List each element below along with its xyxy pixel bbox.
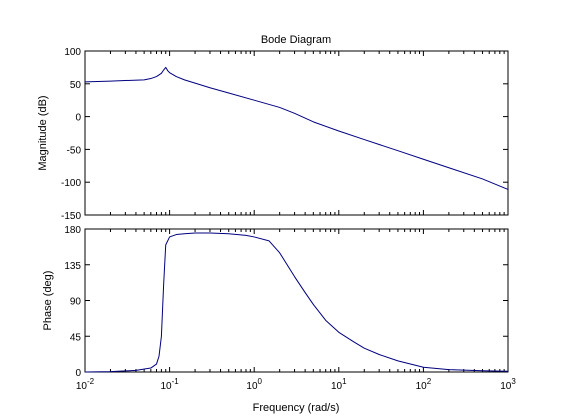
phase-axes-box [84,228,509,373]
x-tick-label: 103 [500,377,516,392]
x-tick-label: 100 [246,377,262,392]
y-tick-label: 45 [70,332,82,343]
y-tick-label: 0 [75,113,81,124]
x-axis-label: Frequency (rad/s) [253,402,340,414]
phase-series-line [84,232,509,373]
phase-panel: 180 135 90 45 0 Phase (deg) 10-2 10-1 100 101 102 1… [42,225,516,392]
magnitude-x-ticks [84,51,505,215]
y-tick-label: 90 [70,297,82,308]
y-tick-label: -150 [61,211,81,222]
x-tick-label: 101 [331,377,347,392]
phase-y-axis-label: Phase (deg) [42,271,54,331]
y-tick-label: 100 [64,47,81,58]
magnitude-panel: 100 50 0 -50 -100 -150 Magnitude (dB) [37,47,509,222]
magnitude-series-line [84,66,509,190]
magnitude-axes-box [84,50,509,216]
magnitude-y-axis-label: Magnitude (dB) [37,95,49,170]
y-tick-label: -50 [67,145,82,156]
y-tick-label: 0 [75,368,81,379]
y-tick-label: -100 [61,178,81,189]
x-tick-label: 102 [416,377,432,392]
chart-title: Bode Diagram [261,34,331,46]
y-tick-label: 135 [64,261,81,272]
x-tick-label: 10-2 [76,377,95,392]
y-tick-label: 180 [64,225,81,236]
x-tick-label: 10-1 [160,377,179,392]
y-tick-label: 50 [70,80,82,91]
